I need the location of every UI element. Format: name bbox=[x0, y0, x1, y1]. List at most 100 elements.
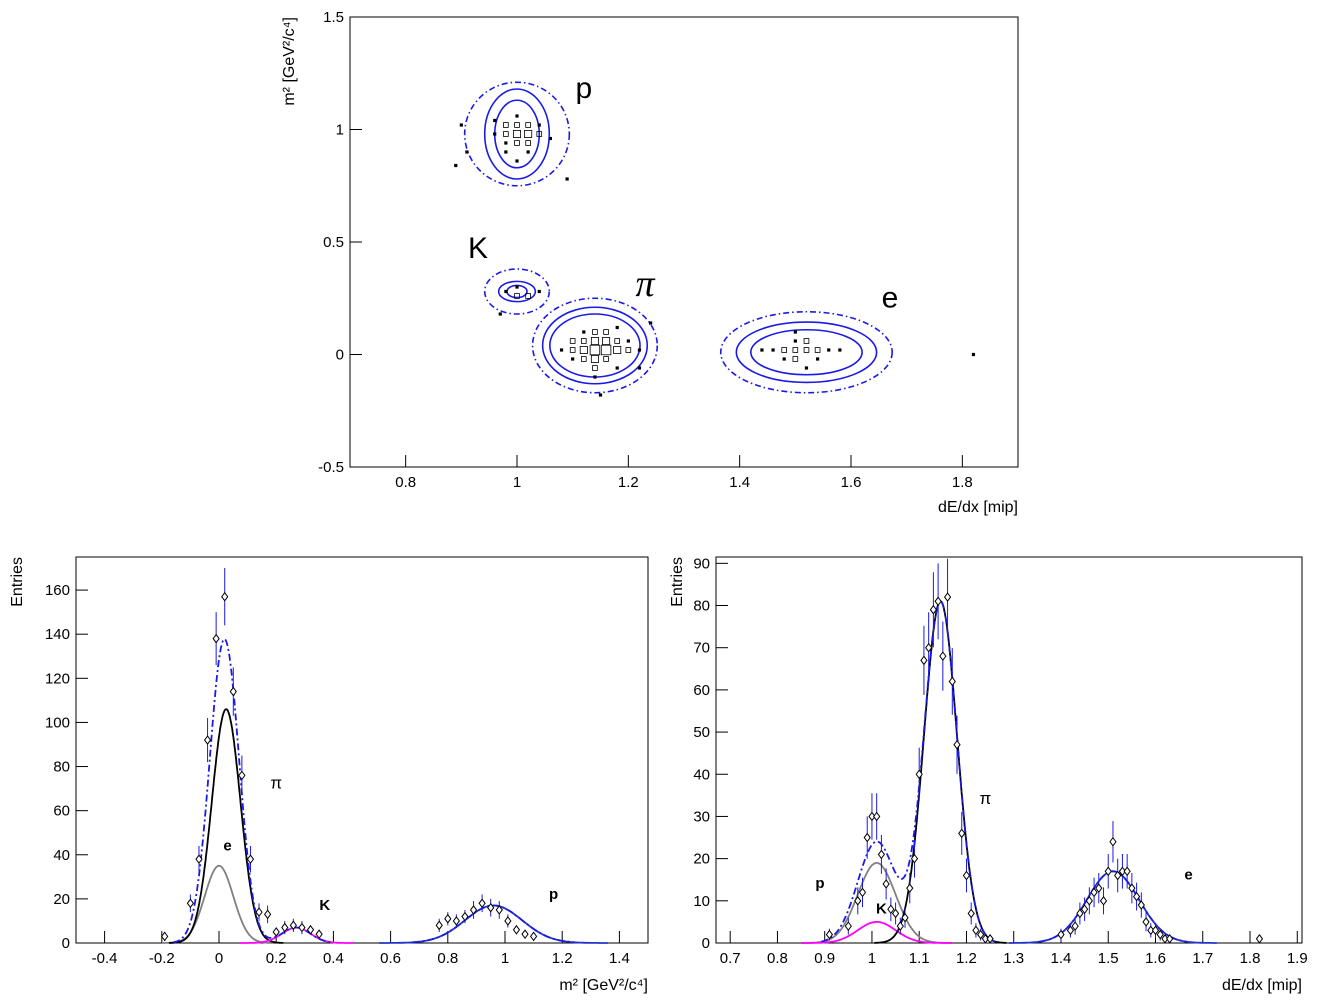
annotation: p bbox=[549, 886, 558, 903]
y-tick-label: 60 bbox=[53, 803, 70, 820]
y-tick-label: 1.5 bbox=[323, 9, 344, 26]
x-tick-label: 1.4 bbox=[1051, 950, 1072, 967]
data-point bbox=[915, 769, 923, 780]
bin-box bbox=[792, 356, 799, 362]
annotation: π bbox=[980, 789, 992, 808]
data-point bbox=[901, 912, 909, 923]
data-point bbox=[858, 887, 867, 898]
data-point bbox=[910, 853, 919, 864]
y-tick-label: 0.5 bbox=[323, 234, 344, 251]
data-point bbox=[943, 592, 952, 602]
data-point bbox=[203, 735, 212, 745]
bin-box bbox=[536, 131, 543, 137]
annotation: e bbox=[223, 837, 231, 854]
bin-box bbox=[626, 339, 630, 343]
bin-box bbox=[637, 366, 642, 370]
bin-box bbox=[515, 114, 519, 118]
bin-box bbox=[559, 348, 564, 352]
data-point bbox=[958, 828, 966, 839]
data-point bbox=[272, 927, 280, 937]
y-tick-label: 90 bbox=[693, 555, 710, 572]
data-point bbox=[863, 832, 871, 843]
data-point bbox=[487, 902, 495, 913]
data-point bbox=[1099, 895, 1108, 906]
bin-box bbox=[498, 312, 502, 316]
bin-box bbox=[592, 329, 598, 335]
data-point bbox=[962, 870, 971, 881]
x-tick-label: 1.9 bbox=[1287, 950, 1308, 967]
data-point bbox=[967, 908, 975, 919]
data-point bbox=[212, 633, 220, 644]
bin-box bbox=[493, 118, 497, 123]
data-point bbox=[1114, 870, 1122, 881]
data-point bbox=[478, 898, 486, 909]
contour bbox=[493, 99, 541, 169]
y-tick-label: 160 bbox=[45, 582, 70, 599]
x-tick-label: 1.4 bbox=[729, 474, 750, 491]
y-tick-label: 30 bbox=[693, 808, 710, 825]
x-tick-label: 1.1 bbox=[909, 950, 930, 967]
data-point bbox=[298, 922, 306, 933]
data-point bbox=[529, 931, 538, 942]
data-point bbox=[981, 933, 989, 944]
x-tick-label: 0.6 bbox=[380, 950, 401, 967]
contour bbox=[463, 81, 571, 187]
data-point bbox=[896, 921, 904, 931]
bin-box bbox=[603, 329, 609, 335]
bin-box bbox=[524, 129, 533, 138]
bin-box bbox=[514, 122, 520, 128]
bin-box bbox=[525, 122, 531, 128]
x-tick-label: 0 bbox=[215, 950, 223, 967]
y-tick-label: 0 bbox=[702, 935, 710, 952]
data-point bbox=[887, 904, 895, 915]
annotation: K bbox=[468, 232, 488, 265]
bin-box bbox=[792, 347, 799, 353]
bin-box bbox=[615, 325, 619, 330]
y-tick-label: 140 bbox=[45, 626, 70, 643]
bin-box bbox=[504, 150, 508, 154]
bin-box bbox=[613, 345, 622, 354]
bin-box bbox=[525, 140, 531, 146]
bin-box bbox=[793, 339, 797, 343]
data-point bbox=[221, 591, 229, 602]
data-point bbox=[512, 924, 521, 935]
contour bbox=[483, 88, 551, 180]
data-point bbox=[1071, 921, 1079, 931]
y-tick-label: 20 bbox=[53, 891, 70, 908]
data-point bbox=[229, 686, 237, 697]
data-point bbox=[195, 854, 203, 865]
bin-box bbox=[503, 131, 509, 137]
bin-box bbox=[804, 366, 809, 370]
bin-box bbox=[598, 393, 603, 397]
y-axis-title: m² [GeV²/c⁴] bbox=[281, 17, 298, 106]
x-tick-label: 1.2 bbox=[618, 474, 639, 491]
contour bbox=[719, 310, 893, 394]
plot-frame bbox=[349, 16, 1019, 468]
bin-box bbox=[503, 122, 509, 128]
data-point bbox=[255, 907, 263, 917]
plot-frame bbox=[715, 556, 1303, 944]
fit-curve bbox=[379, 904, 608, 944]
bin-box bbox=[637, 348, 642, 352]
bin-box bbox=[614, 338, 620, 344]
bin-box bbox=[816, 357, 820, 361]
data-point bbox=[1137, 900, 1145, 910]
x-tick-label: 0.2 bbox=[266, 950, 287, 967]
data-point bbox=[1057, 929, 1065, 940]
annotation: p bbox=[575, 72, 592, 105]
annotation: e bbox=[1184, 867, 1192, 884]
data-point bbox=[934, 596, 942, 607]
data-point bbox=[1090, 887, 1098, 898]
y-tick-label: 50 bbox=[693, 724, 710, 741]
bin-box bbox=[793, 330, 797, 334]
bin-box bbox=[581, 356, 587, 362]
data-point bbox=[504, 916, 512, 926]
data-point bbox=[289, 920, 297, 931]
bin-box bbox=[971, 352, 976, 357]
bin-box bbox=[803, 338, 810, 344]
x-tick-label: 1.5 bbox=[1098, 950, 1119, 967]
bin-box bbox=[615, 366, 619, 370]
x-tick-label: 0.4 bbox=[323, 950, 344, 967]
bin-box bbox=[513, 129, 522, 138]
y-tick-label: 80 bbox=[693, 598, 710, 615]
